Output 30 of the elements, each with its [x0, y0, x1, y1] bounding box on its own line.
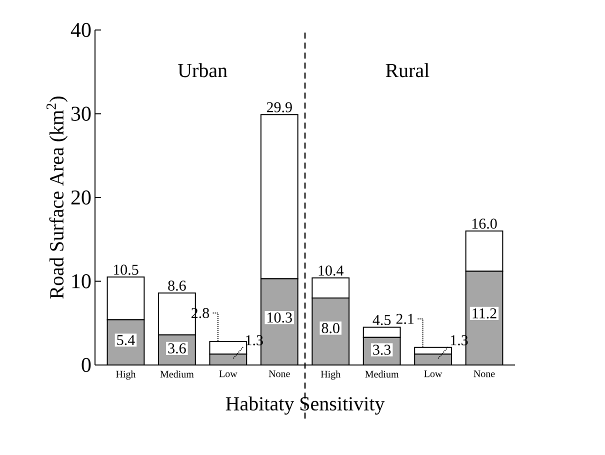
y-tick-label: 20	[71, 190, 91, 205]
data-label: 3.6	[168, 343, 186, 354]
data-label: 10.3	[268, 312, 292, 323]
total-label: 29.9	[266, 102, 292, 112]
data-label: 5.4	[117, 335, 135, 346]
data-label: 11.2	[472, 308, 496, 318]
total-label: 10.4	[318, 266, 344, 276]
data-label: 8.0	[322, 323, 340, 334]
total-label: 4.5	[372, 315, 391, 326]
x-tick-label: None	[474, 370, 495, 378]
x-tick-label: High	[320, 370, 340, 380]
y-tick-label: 30	[71, 106, 91, 121]
x-tick-label: Low	[424, 370, 442, 378]
data-label: 3.3	[373, 344, 391, 355]
total-label: 10.5	[114, 264, 138, 275]
y-tick-label: 40	[70, 22, 91, 38]
y-tick-label: 0	[82, 358, 91, 372]
annotation: Urban	[178, 63, 228, 78]
y-axis-title: Road Surface Area (km$^{2}$)	[46, 96, 68, 299]
x-tick-label: Low	[219, 370, 238, 378]
total-label: 16.0	[472, 218, 497, 229]
annotation: Rural	[386, 63, 430, 78]
x-axis-title: Habitaty Sensitivity	[226, 396, 385, 415]
y-tick-label: 10	[72, 274, 91, 288]
x-tick-label: High	[116, 370, 136, 380]
x-tick-label: Medium	[160, 370, 194, 378]
total-label: 2.1	[396, 314, 414, 324]
x-tick-label: None	[268, 370, 290, 378]
total-label: 8.6	[168, 280, 186, 291]
x-tick-label: Medium	[365, 370, 399, 378]
